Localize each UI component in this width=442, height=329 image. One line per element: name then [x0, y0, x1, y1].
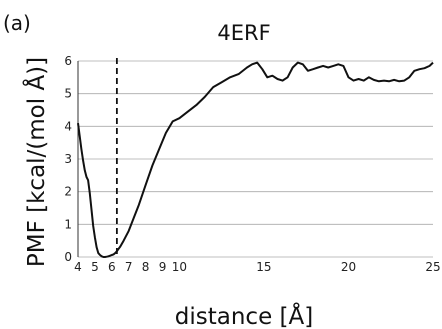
x-tick-label: 15: [256, 260, 271, 274]
y-tick-label: 6: [64, 54, 72, 68]
x-tick-label: 4: [74, 260, 82, 274]
x-tick-label: 7: [125, 260, 133, 274]
x-axis-title: distance [Å]: [175, 302, 313, 329]
x-tick-label: 6: [108, 260, 116, 274]
y-tick-label: 0: [64, 250, 72, 264]
y-tick-label: 3: [64, 152, 72, 166]
y-tick-label: 2: [64, 185, 72, 199]
y-tick-label: 1: [64, 217, 72, 231]
y-tick-label: 4: [64, 119, 72, 133]
grid-lines: [77, 60, 433, 258]
y-tick-label: 5: [64, 87, 72, 101]
y-tick-labels: 0 1 2 3 4 5 6: [64, 54, 72, 264]
x-tick-label: 25: [425, 260, 440, 274]
x-tick-label: 9: [159, 260, 167, 274]
x-tick-label: 10: [172, 260, 187, 274]
x-tick-label: 20: [341, 260, 356, 274]
x-tick-labels: 4 5 6 7 8 9 10 15 20 25: [74, 260, 440, 274]
x-tick-label: 8: [142, 260, 150, 274]
y-axis-title: PMF [kcal/(mol Å)]: [22, 57, 50, 267]
pmf-series-line: [77, 61, 434, 258]
panel-label: (a): [3, 11, 31, 35]
x-tick-label: 5: [91, 260, 99, 274]
chart-title: 4ERF: [217, 21, 270, 45]
plot-area: [77, 61, 434, 258]
